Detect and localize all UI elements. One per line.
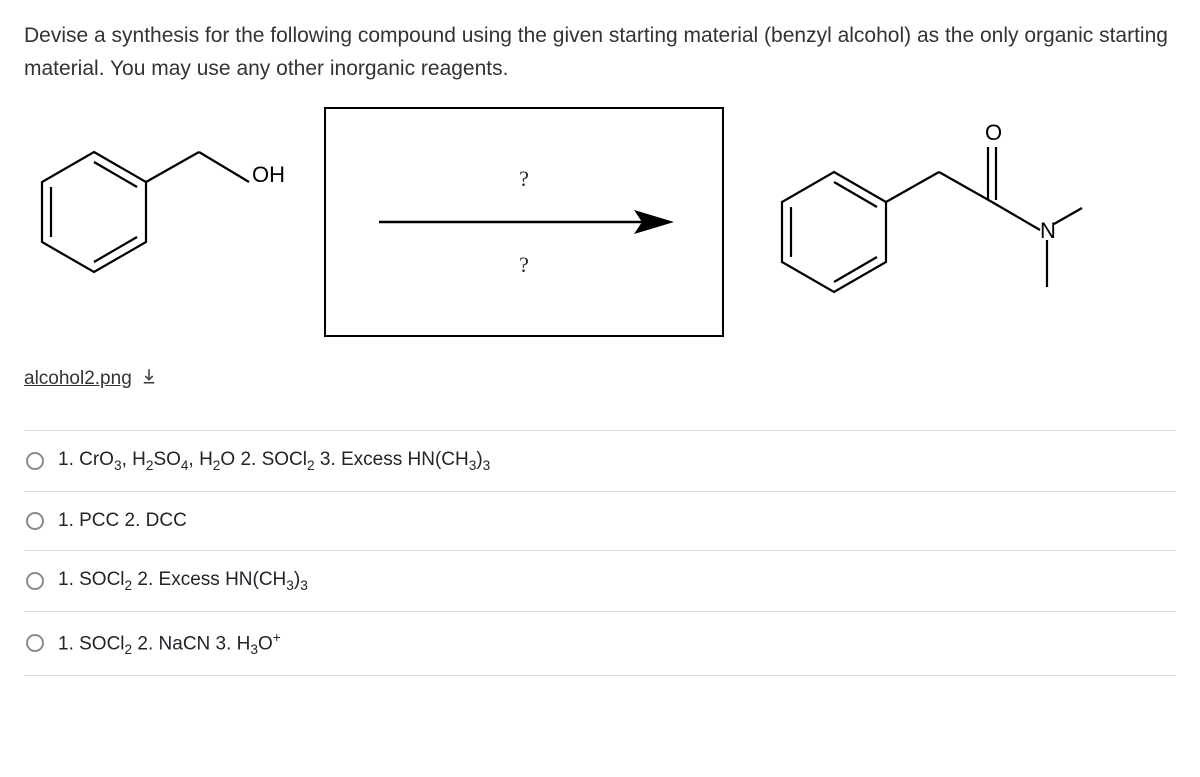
option-2[interactable]: 1. PCC 2. DCC — [24, 491, 1176, 550]
reaction-arrow — [374, 202, 674, 242]
reagent-placeholder-top: ? — [519, 166, 529, 192]
option-1[interactable]: 1. CrO3, H2SO4, H2O 2. SOCl2 3. Excess H… — [24, 430, 1176, 491]
option-label: 1. SOCl2 2. NaCN 3. H3O+ — [58, 630, 281, 657]
reagent-box: ? ? — [324, 107, 724, 337]
option-label: 1. CrO3, H2SO4, H2O 2. SOCl2 3. Excess H… — [58, 449, 490, 473]
attachment-filename: alcohol2.png — [24, 368, 132, 390]
radio-icon — [26, 634, 44, 652]
radio-icon — [26, 452, 44, 470]
starting-material: OH — [24, 122, 284, 322]
radio-icon — [26, 572, 44, 590]
attachment-link[interactable]: alcohol2.png — [24, 367, 158, 390]
reagent-placeholder-bottom: ? — [519, 252, 529, 278]
question-text: Devise a synthesis for the following com… — [24, 20, 1176, 85]
answer-options: 1. CrO3, H2SO4, H2O 2. SOCl2 3. Excess H… — [24, 430, 1176, 676]
option-label: 1. SOCl2 2. Excess HN(CH3)3 — [58, 569, 308, 593]
radio-icon — [26, 512, 44, 530]
carbonyl-o-label: O — [985, 120, 1002, 145]
download-icon — [140, 367, 158, 390]
product: O N — [764, 112, 1084, 332]
oh-label: OH — [252, 162, 284, 187]
amide-n-label: N — [1040, 218, 1056, 243]
option-label: 1. PCC 2. DCC — [58, 510, 187, 532]
option-4[interactable]: 1. SOCl2 2. NaCN 3. H3O+ — [24, 611, 1176, 676]
reaction-figure: OH ? ? — [24, 107, 1176, 337]
option-3[interactable]: 1. SOCl2 2. Excess HN(CH3)3 — [24, 550, 1176, 611]
